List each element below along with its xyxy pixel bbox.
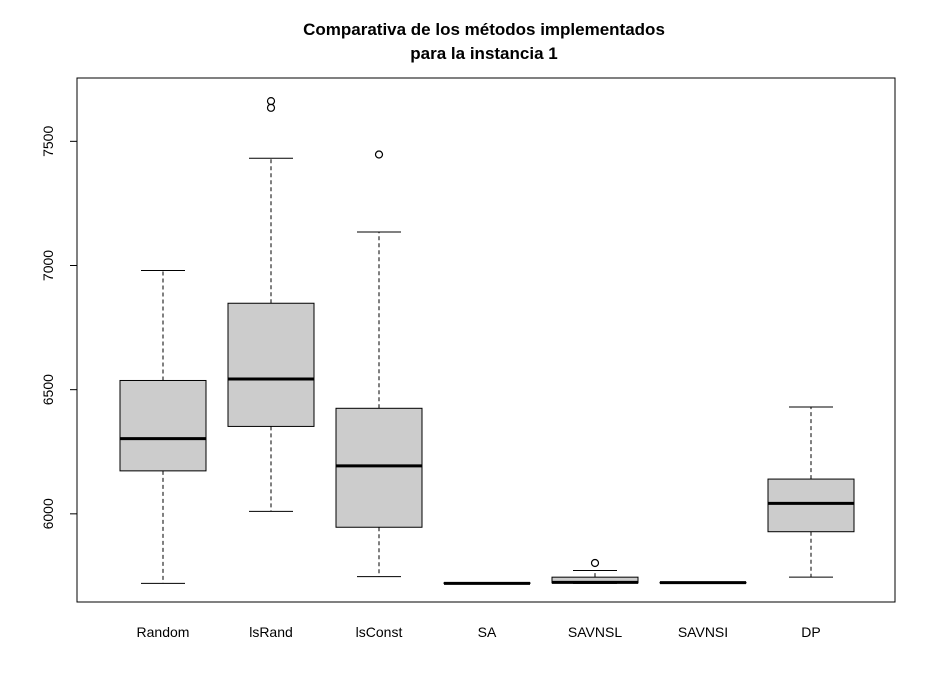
chart-title-line-1: Comparativa de los métodos implementados <box>303 20 665 39</box>
x-category-label: Random <box>137 624 190 640</box>
outlier-point <box>266 96 276 106</box>
x-category-label: lsConst <box>356 624 403 640</box>
iqr-box <box>227 302 315 427</box>
boxes-group <box>119 96 855 585</box>
box-savnsl <box>551 558 639 584</box>
outlier-point <box>374 150 384 159</box>
box-random <box>119 269 207 584</box>
outlier-point <box>266 103 276 112</box>
box-savnsi <box>659 581 747 585</box>
box-lsconst <box>335 150 423 578</box>
box-sa <box>443 581 531 585</box>
outlier-point <box>590 558 600 568</box>
y-axis: 6000 6500 7000 7500 <box>40 126 78 529</box>
x-axis: Random lsRand lsConst SA SAVNSL SAVNSI DP <box>137 624 821 640</box>
y-tick-label: 6500 <box>40 374 56 405</box>
box-lsrand <box>227 96 315 512</box>
iqr-box <box>767 478 855 533</box>
y-tick-label: 7500 <box>40 126 56 157</box>
iqr-box <box>119 379 207 472</box>
x-category-label: SAVNSL <box>568 624 622 640</box>
chart-title-line-2: para la instancia 1 <box>410 44 557 63</box>
box-dp <box>767 406 855 578</box>
x-category-label: lsRand <box>249 624 293 640</box>
y-tick-label: 6000 <box>40 498 56 529</box>
y-tick-label: 7000 <box>40 250 56 281</box>
x-category-label: SA <box>478 624 497 640</box>
iqr-box <box>335 407 423 528</box>
x-category-label: DP <box>801 624 820 640</box>
x-category-label: SAVNSI <box>678 624 728 640</box>
